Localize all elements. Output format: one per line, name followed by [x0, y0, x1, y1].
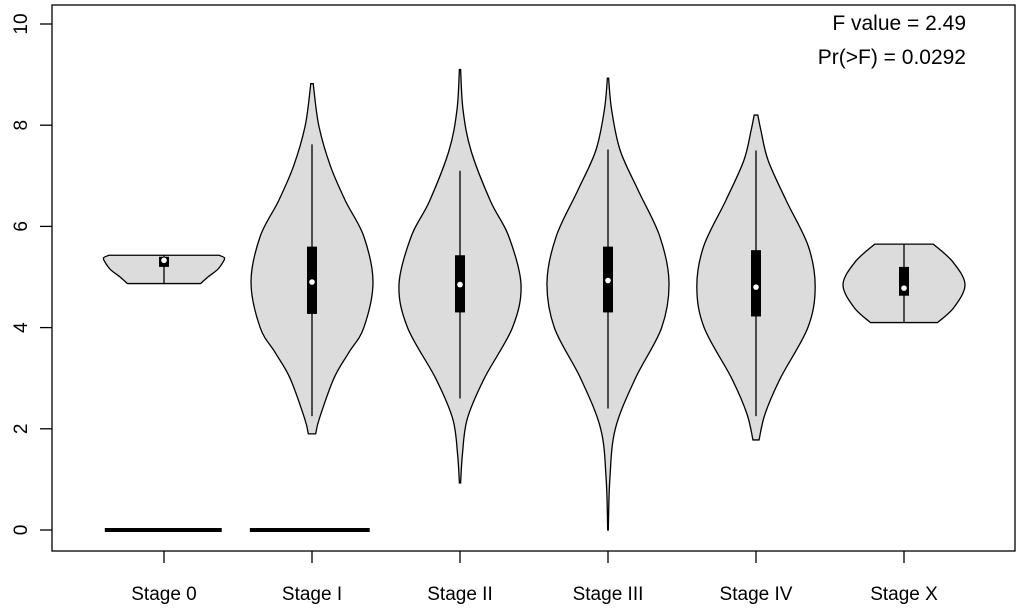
- violin-median: [309, 279, 315, 285]
- y-tick-label: 6: [11, 221, 32, 232]
- violin-box: [751, 250, 761, 317]
- x-tick-label: Stage III: [573, 584, 644, 605]
- y-tick-label: 4: [11, 322, 32, 333]
- y-tick-label: 0: [11, 525, 32, 536]
- violin-median: [753, 284, 759, 290]
- violin-median: [161, 257, 167, 264]
- y-tick-label: 10: [11, 13, 32, 34]
- x-tick-label: Stage X: [870, 584, 938, 605]
- x-tick-label: Stage I: [282, 584, 342, 605]
- violin-box: [899, 266, 909, 296]
- violin-median: [901, 285, 907, 291]
- y-tick-label: 8: [11, 120, 32, 131]
- x-tick-label: Stage IV: [720, 584, 793, 605]
- x-tick-label: Stage II: [427, 584, 493, 605]
- violin-median: [457, 281, 463, 288]
- violins: [102, 68, 966, 532]
- violin-median: [605, 277, 611, 284]
- annotation-p-value: Pr(>F) = 0.0292: [818, 46, 966, 69]
- y-axis: 0 2 4 6 8 10: [11, 13, 52, 535]
- y-tick-label: 2: [11, 424, 32, 435]
- annotation-f-value: F value = 2.49: [832, 12, 966, 35]
- plot-frame: [51, 4, 1016, 552]
- x-tick-label: Stage 0: [131, 584, 197, 605]
- x-axis: Stage 0 Stage I Stage II Stage III Stage IV S…: [131, 551, 938, 605]
